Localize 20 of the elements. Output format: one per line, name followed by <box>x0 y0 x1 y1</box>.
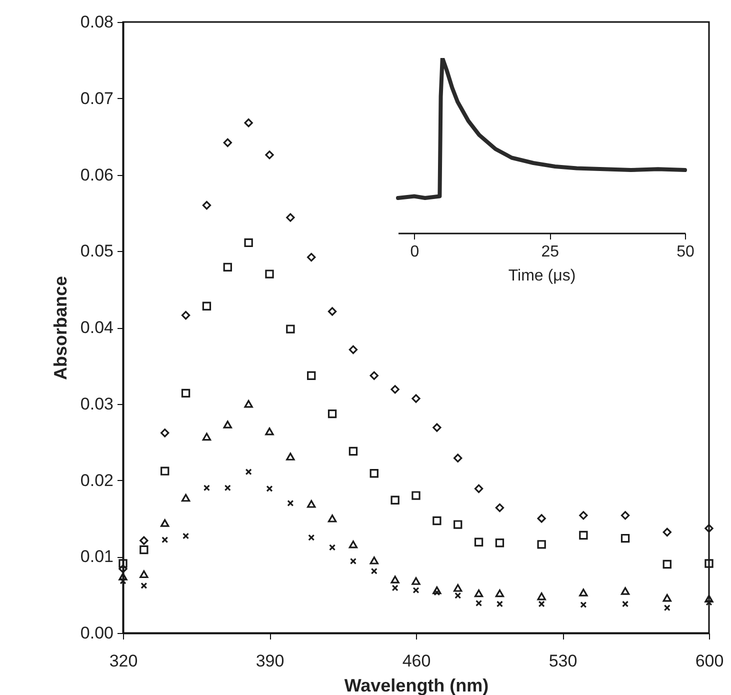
y-tick-label: 0.07 <box>80 88 114 108</box>
y-axis-title: Absorbance <box>50 276 70 380</box>
x-tick-label: 390 <box>256 652 284 670</box>
x-axis-title: Wavelength (nm) <box>344 676 489 695</box>
y-tick-label: 0.08 <box>80 12 114 32</box>
x-tick-label: 530 <box>548 652 578 670</box>
y-tick-label: 0.02 <box>80 470 114 490</box>
x-axis-title: Time (μs) <box>508 268 576 284</box>
x-tick-label: 460 <box>402 652 431 670</box>
y-tick-label: 0.05 <box>80 242 114 261</box>
y-tick-label: 0.03 <box>80 394 114 414</box>
x-tick-label: 600 <box>695 652 724 670</box>
y-tick-label: 0.04 <box>80 318 114 337</box>
x-tick-label: 0 <box>410 244 420 260</box>
y-tick-label: 0.06 <box>80 165 114 184</box>
y-tick-label: 0.01 <box>80 547 114 566</box>
x-tick-label: 50 <box>676 244 694 260</box>
x-tick-label: 25 <box>541 244 560 260</box>
x-tick-label: 320 <box>109 652 138 670</box>
y-tick-label: 0.00 <box>80 624 114 642</box>
